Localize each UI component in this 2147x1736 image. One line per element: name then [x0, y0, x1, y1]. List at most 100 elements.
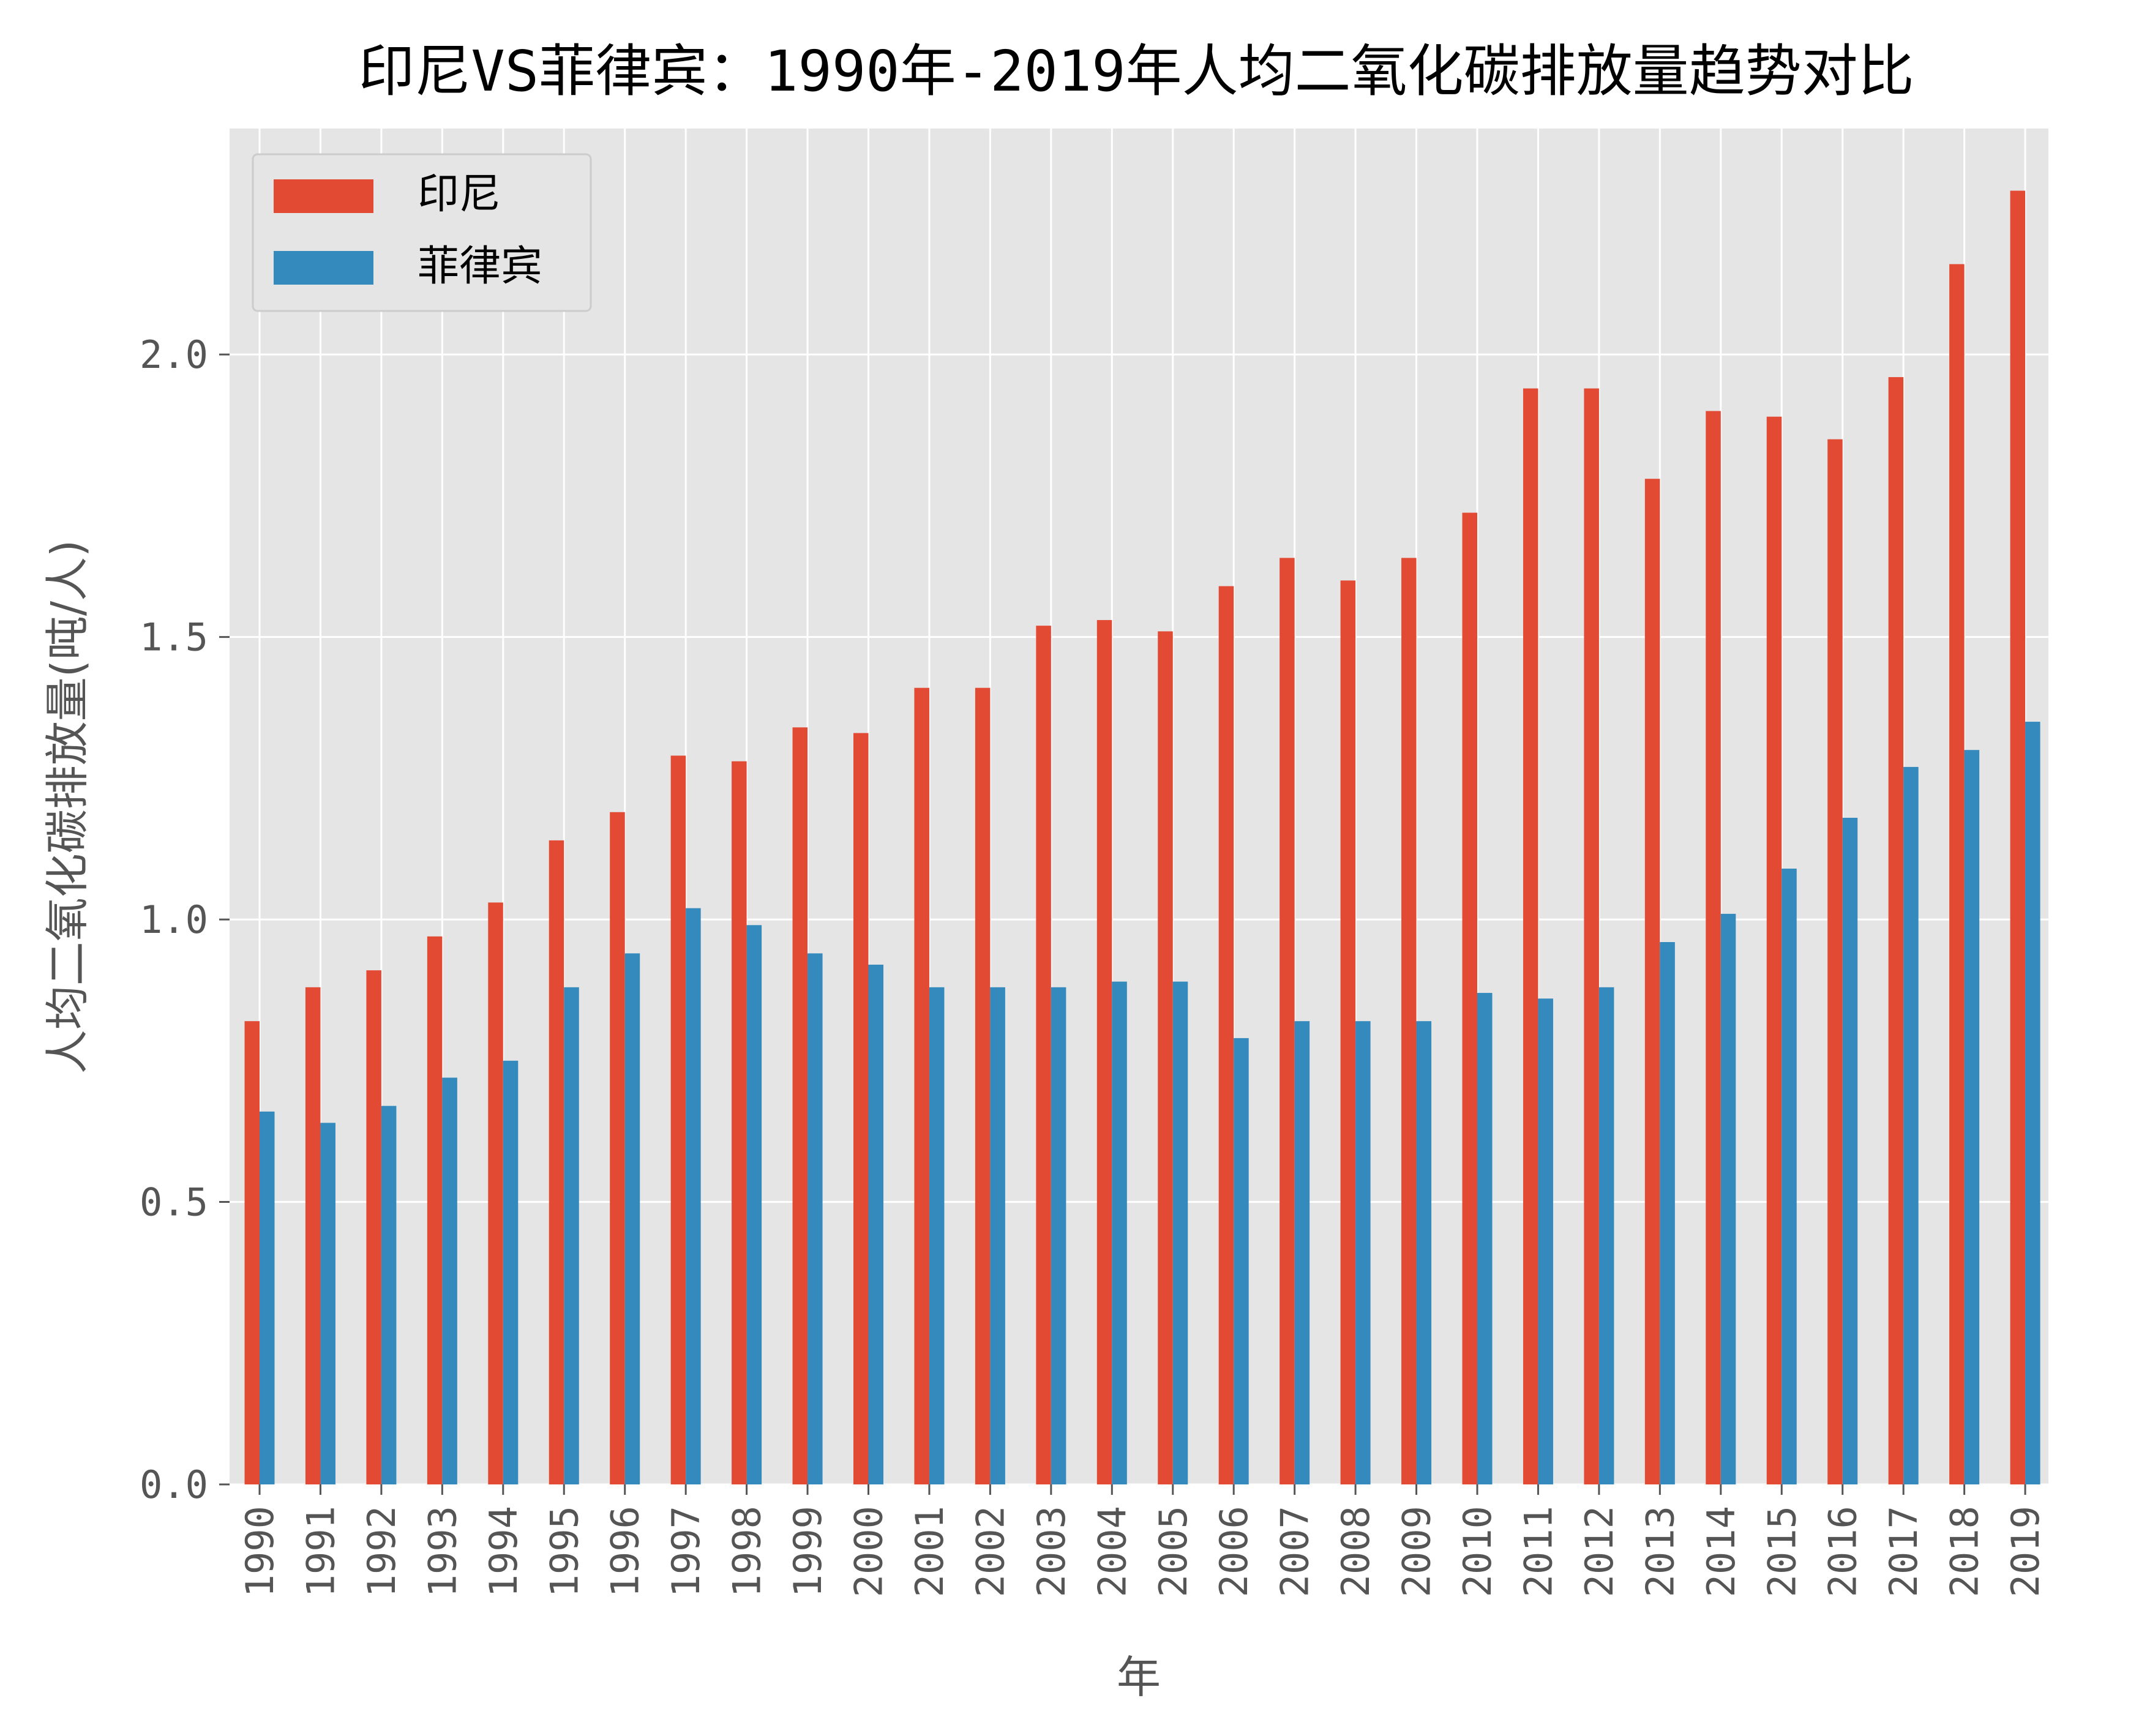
y-tick-label: 2.0	[140, 332, 208, 377]
bar-philippines-2014	[1720, 913, 1736, 1484]
legend-label-indonesia: 印尼	[418, 170, 501, 219]
bar-indonesia-2007	[1280, 558, 1295, 1484]
bar-indonesia-2000	[853, 733, 869, 1484]
x-tick-label: 1992	[359, 1506, 404, 1597]
x-tick-label: 1990	[238, 1506, 282, 1597]
bar-indonesia-1997	[670, 755, 686, 1484]
legend: 印尼 菲律宾	[252, 153, 592, 312]
x-tick-label: 2002	[968, 1506, 1013, 1597]
bar-philippines-2000	[868, 964, 883, 1484]
legend-swatch-philippines	[274, 251, 373, 285]
bar-indonesia-1998	[732, 761, 747, 1484]
bars	[244, 190, 2040, 1485]
bar-philippines-1996	[624, 953, 640, 1484]
legend-swatch-indonesia	[274, 179, 373, 213]
bar-philippines-2012	[1598, 987, 1614, 1484]
y-gridlines	[230, 353, 2048, 1486]
bar-indonesia-2015	[1766, 416, 1782, 1484]
bar-indonesia-2019	[2010, 190, 2026, 1485]
bar-indonesia-2004	[1096, 619, 1112, 1484]
x-tick-label: 2000	[847, 1506, 891, 1597]
bar-indonesia-2008	[1340, 580, 1356, 1485]
y-tick-label: 1.0	[140, 897, 208, 942]
bar-philippines-1990	[260, 1111, 275, 1484]
y-tick-label: 1.5	[140, 615, 208, 660]
bar-philippines-1993	[442, 1077, 457, 1484]
bar-indonesia-1992	[366, 970, 381, 1484]
x-axis-ticks: 1990 1991 1992 1993 1994 1995 1996 1997 1998 1999…	[238, 1484, 2048, 1597]
bar-philippines-2018	[1964, 750, 1980, 1484]
bar-philippines-2008	[1355, 1021, 1371, 1484]
x-tick-label: 1998	[725, 1506, 770, 1597]
bar-philippines-2010	[1477, 993, 1493, 1484]
bar-indonesia-2009	[1401, 558, 1417, 1484]
bar-indonesia-2010	[1462, 512, 1477, 1485]
bar-indonesia-1995	[549, 840, 564, 1484]
bar-indonesia-2011	[1523, 388, 1538, 1484]
bar-philippines-2016	[1842, 817, 1858, 1484]
x-tick-label: 1999	[785, 1506, 830, 1597]
bar-indonesia-1993	[427, 936, 443, 1484]
x-tick-label: 1997	[664, 1506, 708, 1597]
y-axis-label: 人均二氧化碳排放量(吨/人)	[42, 540, 93, 1074]
bar-indonesia-1991	[305, 987, 321, 1484]
bar-philippines-2011	[1538, 998, 1553, 1484]
x-tick-label: 2012	[1577, 1506, 1622, 1597]
bar-philippines-2004	[1112, 981, 1127, 1484]
bar-philippines-2005	[1172, 981, 1188, 1484]
x-tick-label: 2003	[1029, 1506, 1074, 1597]
bar-indonesia-1999	[792, 727, 808, 1484]
x-tick-label: 2006	[1212, 1506, 1256, 1597]
x-tick-label: 2019	[2003, 1506, 2048, 1597]
bar-indonesia-2012	[1584, 388, 1599, 1484]
x-tick-label: 2001	[907, 1506, 952, 1597]
y-tick-label: 0.0	[140, 1462, 208, 1507]
bar-philippines-1992	[381, 1106, 397, 1484]
bar-indonesia-1994	[488, 902, 503, 1484]
x-tick-label: 2008	[1333, 1506, 1378, 1597]
x-tick-label: 2015	[1759, 1506, 1804, 1597]
x-tick-label: 2007	[1273, 1506, 1317, 1597]
bar-philippines-2006	[1234, 1038, 1249, 1484]
x-tick-label: 2010	[1455, 1506, 1500, 1597]
x-tick-label: 2009	[1395, 1506, 1439, 1597]
y-axis-ticks: 0.0 0.5 1.0 1.5 2.0	[140, 332, 230, 1507]
bar-philippines-2019	[2025, 722, 2040, 1484]
x-tick-label: 2014	[1699, 1506, 1744, 1597]
x-tick-label: 2004	[1090, 1506, 1134, 1597]
x-tick-label: 2018	[1943, 1506, 1987, 1597]
x-tick-label: 1995	[542, 1506, 586, 1597]
bar-indonesia-2017	[1888, 377, 1904, 1485]
bar-indonesia-2002	[975, 687, 991, 1484]
bar-philippines-2002	[990, 987, 1005, 1484]
bar-indonesia-2016	[1827, 439, 1843, 1484]
bar-philippines-2013	[1660, 942, 1675, 1484]
bar-philippines-2009	[1416, 1021, 1432, 1484]
bar-philippines-2001	[929, 987, 945, 1484]
bar-indonesia-2013	[1644, 479, 1660, 1485]
chart-title: 印尼VS菲律宾：1990年-2019年人均二氧化碳排放量趋势对比	[358, 39, 1914, 104]
bar-indonesia-2018	[1949, 264, 1965, 1484]
bar-philippines-2007	[1294, 1021, 1310, 1484]
x-tick-label: 1991	[298, 1506, 343, 1597]
x-axis-label: 年	[1117, 1652, 1161, 1703]
bar-philippines-1999	[807, 953, 823, 1484]
bar-philippines-2017	[1903, 766, 1919, 1484]
x-tick-label: 2005	[1151, 1506, 1196, 1597]
x-tick-label: 2011	[1516, 1506, 1561, 1597]
bar-indonesia-2014	[1706, 411, 1721, 1485]
bar-indonesia-2001	[914, 687, 929, 1484]
y-tick-label: 0.5	[140, 1180, 208, 1225]
bar-philippines-1991	[320, 1123, 335, 1484]
bar-philippines-1995	[564, 987, 579, 1484]
x-tick-label: 1994	[481, 1506, 526, 1597]
x-tick-label: 1996	[603, 1506, 648, 1597]
bar-philippines-1997	[686, 908, 701, 1484]
bar-indonesia-2003	[1036, 626, 1051, 1484]
bar-indonesia-1990	[244, 1021, 260, 1484]
bar-indonesia-2006	[1218, 586, 1234, 1484]
bar-philippines-2015	[1782, 869, 1797, 1484]
x-tick-label: 2016	[1821, 1506, 1865, 1597]
x-tick-label: 2017	[1881, 1506, 1926, 1597]
